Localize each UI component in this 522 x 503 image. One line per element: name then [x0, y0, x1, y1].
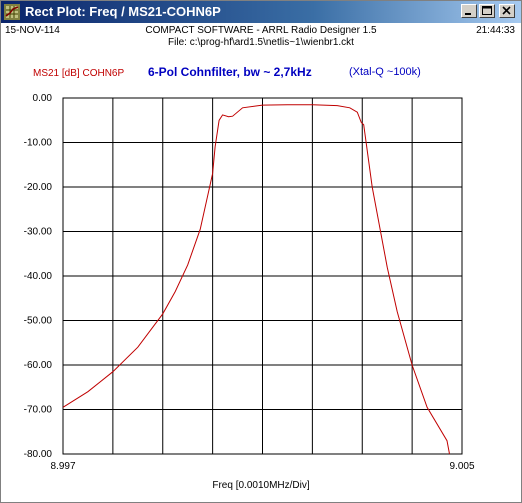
maximize-button[interactable]: [479, 4, 495, 18]
x-tick-label: 9.005: [449, 461, 474, 472]
y-tick-label: -30.00: [24, 227, 53, 238]
title-bar[interactable]: Rect Plot: Freq / MS21-COHN6P: [1, 1, 521, 23]
window-title: Rect Plot: Freq / MS21-COHN6P: [25, 4, 221, 19]
y-tick-label: -40.00: [24, 271, 53, 282]
chart-title: 6-Pol Cohnfilter, bw ~ 2,7kHz: [148, 65, 312, 79]
header-time: 21:44:33: [476, 25, 515, 36]
chart-note: (Xtal-Q ~100k): [349, 66, 421, 78]
header-app-name: COMPACT SOFTWARE - ARRL Radio Designer 1…: [145, 25, 377, 36]
y-tick-label: -70.00: [24, 405, 53, 416]
close-icon: [502, 6, 511, 15]
y-tick-label: -20.00: [24, 182, 53, 193]
x-tick-label: 8.997: [50, 461, 75, 472]
x-axis-label: Freq [0.0010MHz/Div]: [212, 480, 310, 491]
y-tick-label: -50.00: [24, 316, 53, 327]
y-tick-label: 0.00: [33, 93, 53, 104]
close-button[interactable]: [499, 4, 515, 18]
series-line: [62, 104, 450, 455]
header-date: 15-NOV-114: [5, 25, 60, 36]
minimize-icon: [465, 13, 471, 15]
app-grid-icon: [4, 4, 20, 20]
y-tick-label: -60.00: [24, 360, 53, 371]
maximize-icon: [482, 6, 492, 15]
legend-series-label: MS21 [dB] COHN6P: [33, 68, 125, 79]
header-file-path: File: c:\prog-hf\ard1.5\netlis~1\wienbr1…: [168, 37, 354, 48]
y-tick-label: -10.00: [24, 138, 53, 149]
minimize-button[interactable]: [461, 4, 477, 18]
y-tick-label: -80.00: [24, 449, 53, 460]
